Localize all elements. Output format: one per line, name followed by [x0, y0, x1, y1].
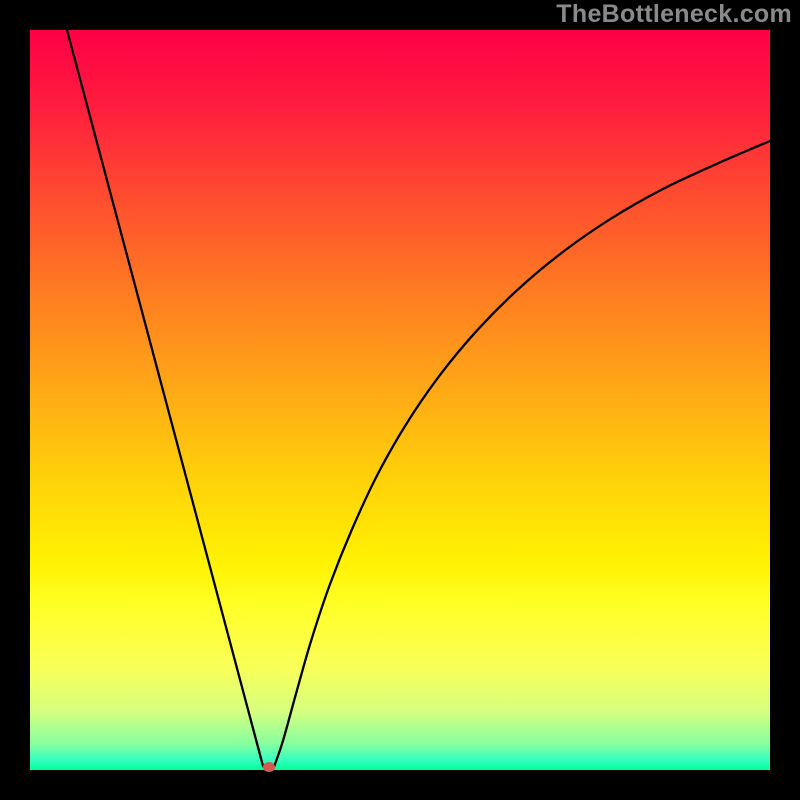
- optimal-marker: [263, 762, 275, 772]
- bottleneck-chart: [0, 0, 800, 800]
- plot-background: [30, 30, 770, 770]
- watermark-text: TheBottleneck.com: [556, 0, 792, 29]
